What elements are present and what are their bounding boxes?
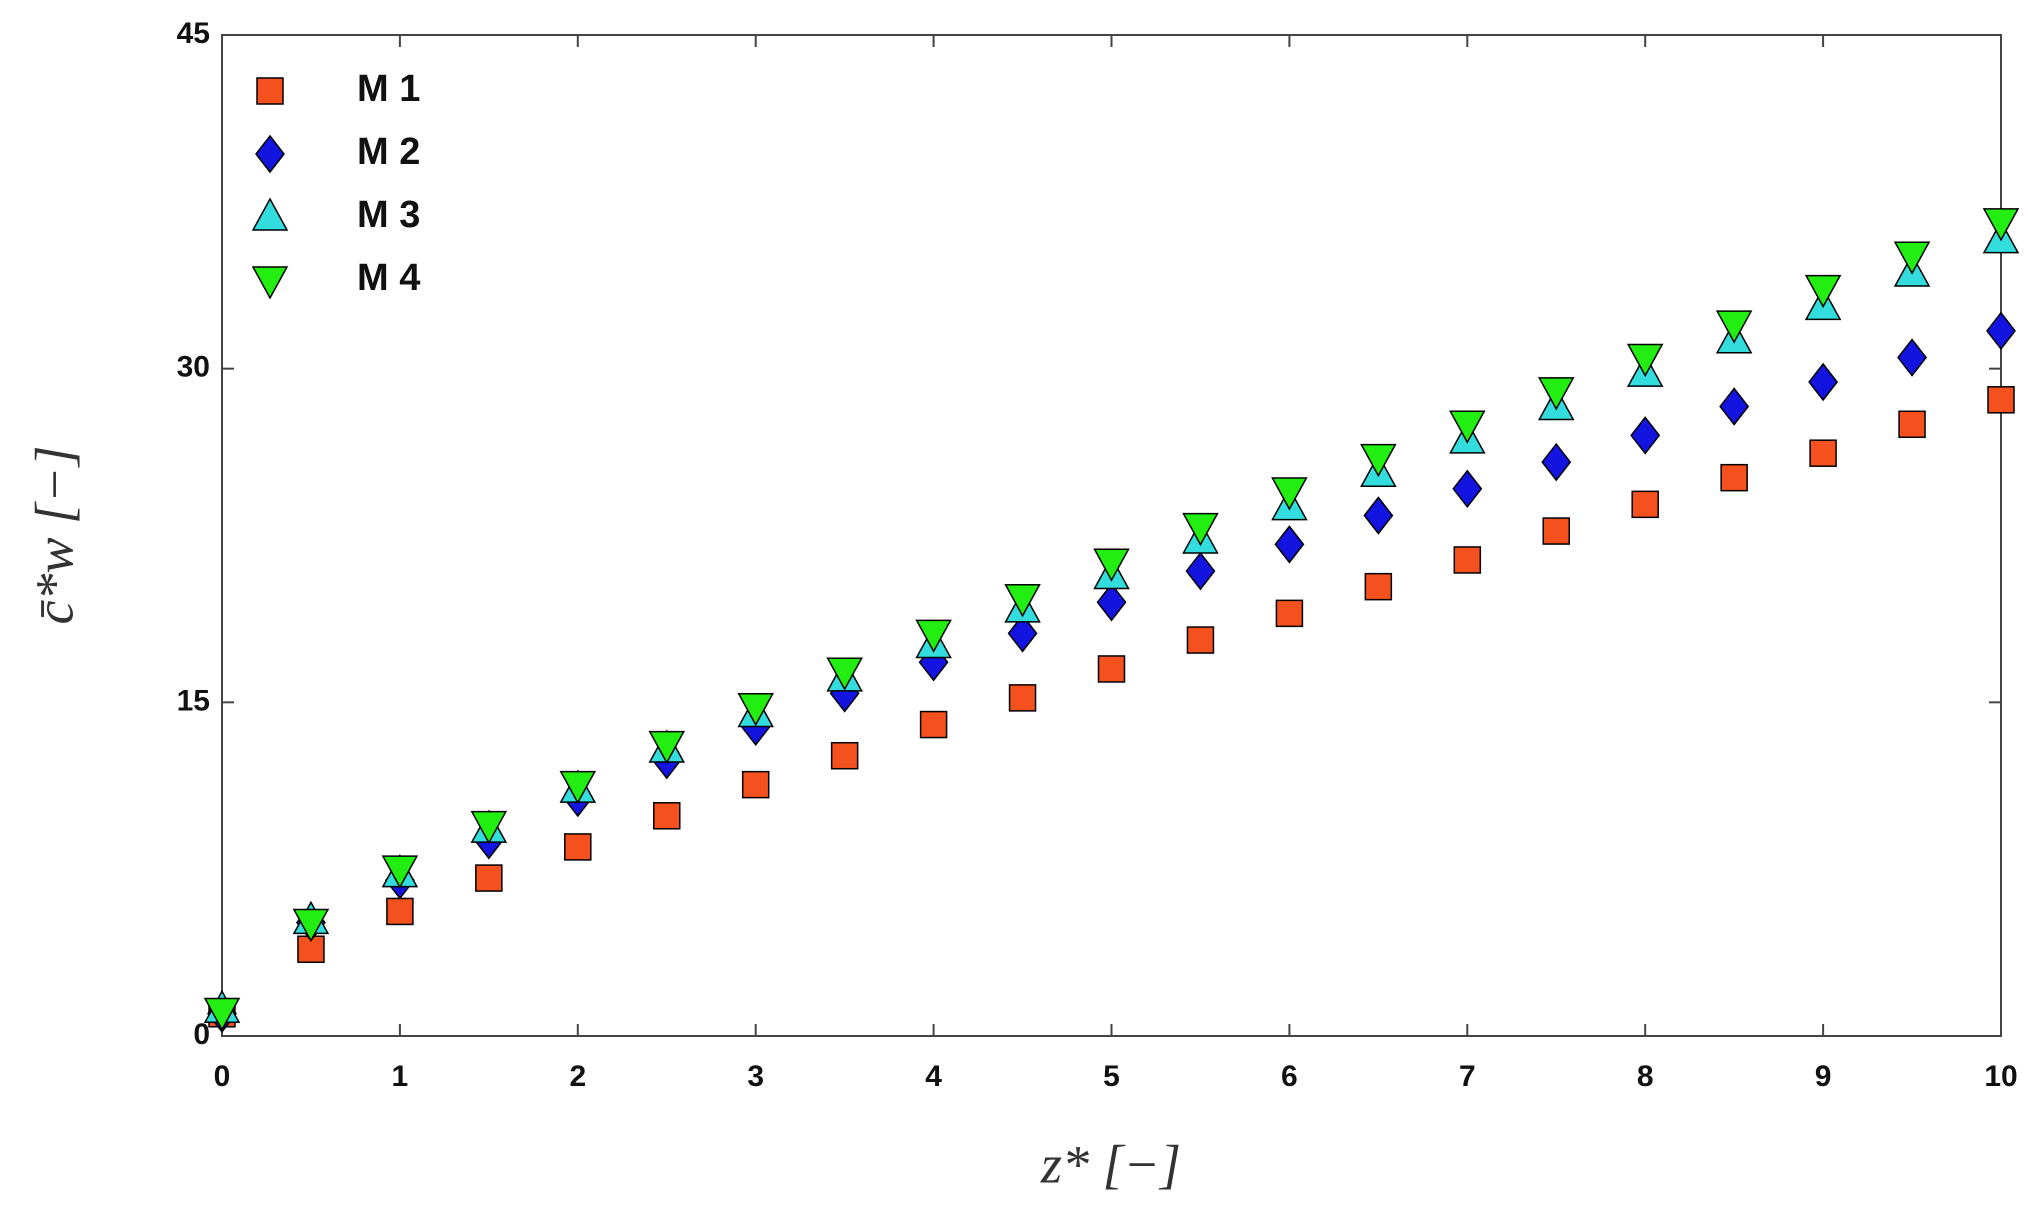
marker-diamond (1452, 469, 1483, 509)
marker-square (1631, 490, 1659, 519)
x-tick-label: 1 (392, 1060, 409, 1093)
marker-diamond (255, 134, 285, 174)
marker-diamond (1719, 387, 1750, 426)
marker-square (1720, 463, 1748, 492)
marker-square (653, 802, 681, 830)
marker-square (830, 741, 859, 770)
x-tick-label: 8 (1637, 1060, 1654, 1093)
marker-diamond (1007, 614, 1038, 653)
marker-diamond (1185, 551, 1216, 591)
legend-label: M 2 (357, 131, 420, 173)
marker-triangle-down (203, 997, 241, 1032)
y-tick-label: 15 (177, 684, 210, 717)
marker-triangle-down (1982, 208, 2020, 242)
marker-square (1275, 599, 1304, 628)
y-tick-label: 30 (177, 351, 210, 384)
marker-triangle-down (1893, 241, 1931, 275)
y-tick-label: 45 (177, 17, 210, 50)
x-axis-label: z* [−] (1040, 1134, 1181, 1194)
marker-square (1809, 439, 1837, 467)
x-tick-label: 2 (569, 1060, 586, 1093)
marker-triangle-down (470, 810, 508, 845)
marker-diamond (1274, 525, 1305, 564)
marker-triangle-down (1004, 584, 1041, 618)
marker-triangle-down (292, 908, 330, 943)
marker-diamond (1630, 416, 1661, 455)
marker-square (1008, 684, 1037, 712)
marker-triangle-down (915, 619, 952, 653)
marker-triangle-down (251, 266, 289, 300)
marker-triangle-down (1715, 310, 1753, 344)
marker-square (1987, 386, 2015, 414)
x-tick-label: 9 (1815, 1060, 1832, 1093)
marker-square (919, 710, 948, 739)
x-tick-label: 7 (1459, 1060, 1476, 1093)
marker-triangle-down (381, 855, 419, 889)
marker-square (386, 897, 414, 926)
marker-triangle-down (737, 693, 774, 727)
marker-diamond (1363, 496, 1394, 535)
marker-diamond (1096, 583, 1127, 622)
marker-square (475, 864, 503, 892)
legend-label: M 1 (357, 68, 420, 110)
marker-triangle-down (1626, 343, 1664, 378)
x-tick-label: 0 (214, 1060, 231, 1093)
legend-label: M 4 (357, 257, 420, 299)
marker-triangle-down (1537, 377, 1575, 411)
legend-label: M 3 (357, 194, 420, 236)
marker-triangle-down (648, 730, 686, 765)
marker-diamond (1897, 338, 1928, 377)
marker-square (256, 77, 284, 105)
marker-triangle-up (251, 197, 289, 231)
marker-square (1542, 517, 1570, 545)
x-tick-label: 5 (1103, 1060, 1120, 1093)
marker-triangle-down (1182, 512, 1219, 547)
marker-triangle-down (559, 770, 597, 805)
marker-square (1898, 410, 1926, 439)
marker-square (564, 833, 592, 861)
y-tick-label: 0 (193, 1018, 210, 1051)
x-tick-label: 6 (1281, 1060, 1298, 1093)
marker-square (1186, 626, 1215, 654)
marker-square (1364, 572, 1393, 601)
y-axis-label: c̄*w [−] (24, 446, 84, 625)
x-tick-label: 4 (925, 1060, 942, 1093)
x-tick-label: 3 (747, 1060, 764, 1093)
marker-triangle-down (1449, 410, 1486, 444)
marker-square (1453, 546, 1482, 574)
marker-triangle-down (1804, 274, 1842, 309)
marker-triangle-down (1271, 477, 1308, 511)
x-tick-label: 10 (1984, 1060, 2017, 1093)
marker-diamond (1541, 442, 1572, 482)
marker-diamond (1986, 311, 2016, 351)
marker-triangle-down (1360, 443, 1397, 478)
marker-triangle-down (1093, 548, 1130, 582)
marker-square (1097, 655, 1126, 683)
marker-diamond (1808, 362, 1839, 402)
marker-square (741, 770, 770, 799)
marker-triangle-down (826, 657, 863, 691)
